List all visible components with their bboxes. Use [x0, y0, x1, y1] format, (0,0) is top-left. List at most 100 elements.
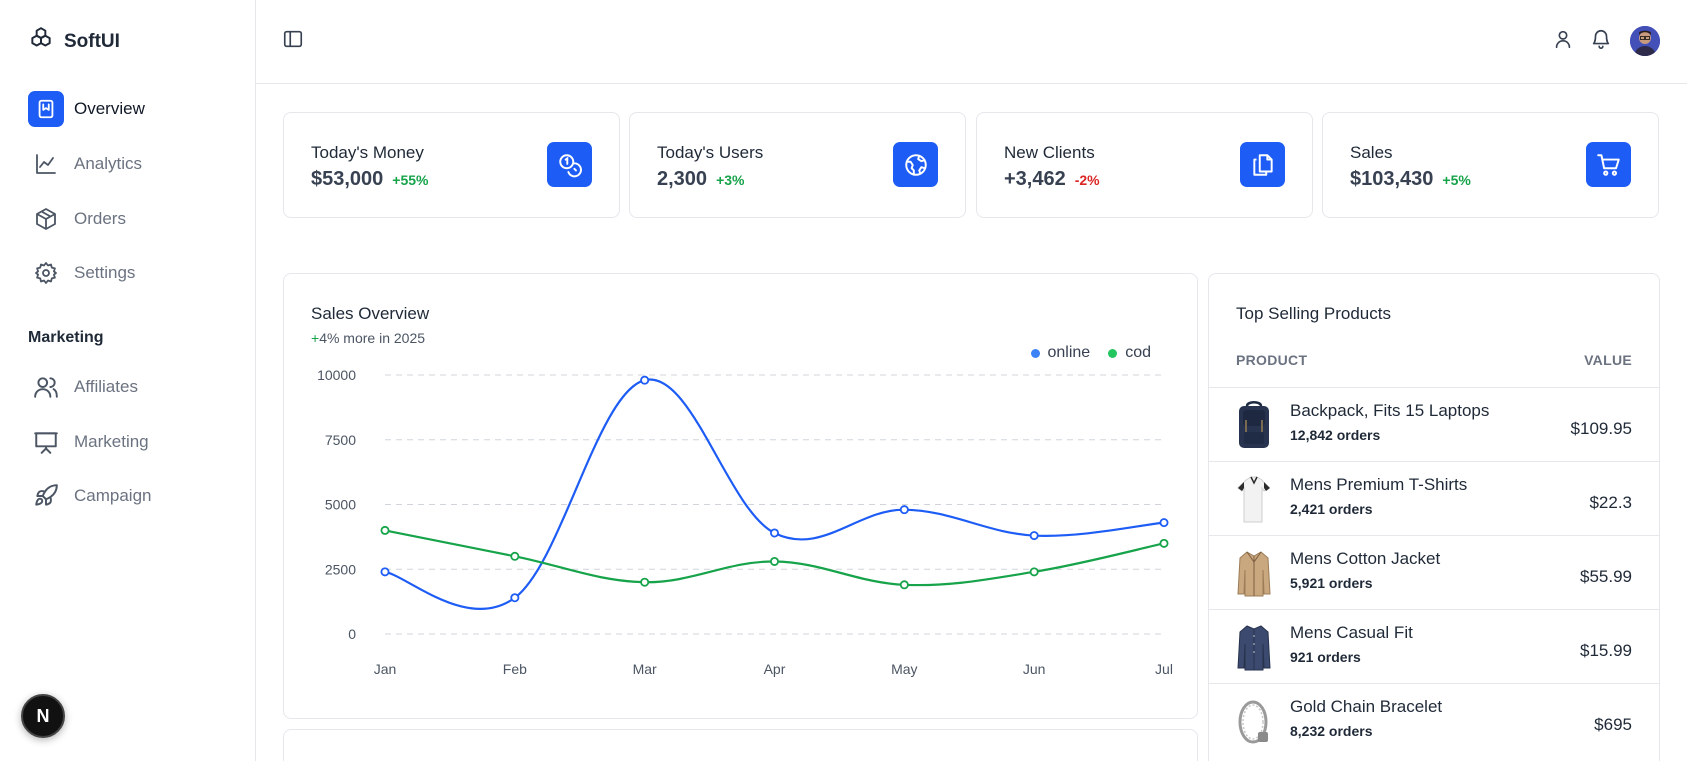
y-tick-label: 0	[348, 626, 356, 642]
product-value: $109.95	[1570, 419, 1632, 438]
product-orders: 12,842 orders	[1290, 427, 1381, 443]
files-icon	[1240, 142, 1285, 187]
backpack-thumbnail	[1236, 400, 1272, 450]
stat-value: 2,300	[657, 168, 708, 190]
sidebar-item-analytics[interactable]: Analytics	[28, 145, 238, 183]
data-point-online	[380, 567, 390, 577]
column-header-product: PRODUCT	[1236, 352, 1308, 368]
sales-line-chart: 10000 7500 5000 2500 0 Jan Feb Mar Apr May Jun Jul	[317, 367, 1173, 677]
product-name: Mens Cotton Jacket	[1290, 549, 1441, 568]
y-tick-label: 2500	[325, 561, 356, 577]
stat-label: Sales	[1350, 143, 1393, 162]
gear-icon	[28, 255, 64, 291]
data-point-online	[769, 528, 779, 538]
stat-change: -2%	[1074, 172, 1100, 188]
x-tick-label: Jan	[374, 661, 397, 677]
sidebar-item-settings[interactable]: Settings	[28, 254, 238, 292]
stat-change: +55%	[392, 172, 429, 188]
rocket-icon	[28, 478, 64, 514]
sidebar-item-overview[interactable]: Overview	[28, 90, 238, 128]
sidebar-toggle-icon[interactable]	[282, 28, 306, 52]
chart-legend: online cod	[1030, 344, 1151, 362]
data-point-online	[899, 505, 909, 515]
products-list: Backpack, Fits 15 Laptops 12,842 orders …	[1209, 387, 1659, 757]
subtitle-plus: +	[311, 330, 320, 346]
stat-card-sales: Sales $103,430 +5%	[1322, 112, 1659, 218]
product-name: Gold Chain Bracelet	[1290, 697, 1443, 716]
legend-label: cod	[1125, 344, 1151, 361]
chart-title: Sales Overview	[311, 304, 430, 323]
sidebar: SoftUI Overview Analytics Orders Setting…	[0, 0, 256, 761]
users-icon	[28, 369, 64, 405]
user-icon[interactable]	[1552, 28, 1576, 52]
data-point-cod	[380, 525, 390, 535]
sidebar-item-label: Overview	[74, 99, 145, 118]
cart-icon	[1586, 142, 1631, 187]
jacket-thumbnail	[1236, 548, 1272, 598]
sidebar-item-label: Analytics	[74, 154, 143, 173]
product-value: $55.99	[1580, 567, 1632, 586]
sidebar-item-label: Marketing	[74, 432, 149, 451]
legend-dot-cod	[1108, 348, 1118, 358]
sidebar-item-marketing[interactable]: Marketing	[28, 423, 238, 461]
section-title-marketing: Marketing	[28, 329, 104, 346]
data-point-cod	[1159, 538, 1169, 548]
product-orders: 2,421 orders	[1290, 501, 1373, 517]
avatar[interactable]	[1630, 26, 1660, 56]
product-orders: 8,232 orders	[1290, 723, 1373, 739]
data-point-cod	[1029, 567, 1039, 577]
products-title: Top Selling Products	[1236, 304, 1391, 323]
globe-icon	[893, 142, 938, 187]
sidebar-item-label: Orders	[74, 209, 126, 228]
table-row[interactable]: Gold Chain Bracelet 8,232 orders $695	[1209, 683, 1659, 757]
chart-subtitle: +4% more in 2025	[311, 330, 425, 346]
sidebar-item-orders[interactable]: Orders	[28, 200, 238, 238]
nextjs-badge[interactable]: N	[21, 694, 65, 738]
legend-item-online[interactable]: online	[1030, 344, 1090, 362]
product-name: Backpack, Fits 15 Laptops	[1290, 401, 1490, 420]
top-header	[256, 0, 1687, 84]
table-row[interactable]: Backpack, Fits 15 Laptops 12,842 orders …	[1209, 387, 1659, 461]
coins-icon	[547, 142, 592, 187]
table-row[interactable]: Mens Premium T-Shirts 2,421 orders $22.3	[1209, 461, 1659, 535]
product-value: $22.3	[1589, 493, 1632, 512]
stat-change: +3%	[716, 172, 745, 188]
table-row[interactable]: Mens Casual Fit 921 orders $15.99	[1209, 609, 1659, 683]
sidebar-item-campaign[interactable]: Campaign	[28, 477, 238, 515]
x-tick-label: Feb	[503, 661, 527, 677]
brand[interactable]: SoftUI	[28, 26, 120, 57]
logo-icon	[28, 26, 54, 57]
bell-icon[interactable]	[1590, 28, 1614, 52]
y-tick-label: 7500	[325, 432, 356, 448]
legend-item-cod[interactable]: cod	[1108, 344, 1151, 362]
sidebar-item-label: Affiliates	[74, 377, 138, 396]
data-point-cod	[899, 580, 909, 590]
data-point-online	[1159, 518, 1169, 528]
top-products-card: Top Selling Products PRODUCT VALUE Backp…	[1208, 273, 1660, 761]
product-orders: 5,921 orders	[1290, 575, 1373, 591]
product-value: $695	[1594, 715, 1632, 734]
stat-card-users: Today's Users 2,300 +3%	[629, 112, 966, 218]
data-point-cod	[640, 577, 650, 587]
product-orders: 921 orders	[1290, 649, 1361, 665]
y-tick-label: 5000	[325, 497, 356, 513]
next-card	[283, 729, 1198, 761]
x-tick-label: May	[891, 661, 917, 677]
x-tick-label: Apr	[764, 661, 786, 677]
table-row[interactable]: Mens Cotton Jacket 5,921 orders $55.99	[1209, 535, 1659, 609]
x-tick-label: Mar	[633, 661, 657, 677]
sidebar-item-affiliates[interactable]: Affiliates	[28, 368, 238, 406]
sales-overview-card: Sales Overview +4% more in 2025 online c…	[283, 273, 1198, 719]
sidebar-item-label: Campaign	[74, 486, 152, 505]
stat-label: Today's Money	[311, 143, 424, 162]
tshirt-thumbnail	[1236, 474, 1272, 524]
line-chart-icon	[28, 146, 64, 182]
box-icon	[28, 201, 64, 237]
x-tick-label: Jul	[1155, 661, 1173, 677]
y-tick-label: 10000	[317, 367, 356, 383]
stat-value: $53,000	[311, 168, 384, 190]
subtitle-text: 4% more in 2025	[319, 330, 426, 346]
stat-card-money: Today's Money $53,000 +55%	[283, 112, 620, 218]
product-name: Mens Premium T-Shirts	[1290, 475, 1468, 494]
bookmark-icon	[28, 91, 64, 127]
